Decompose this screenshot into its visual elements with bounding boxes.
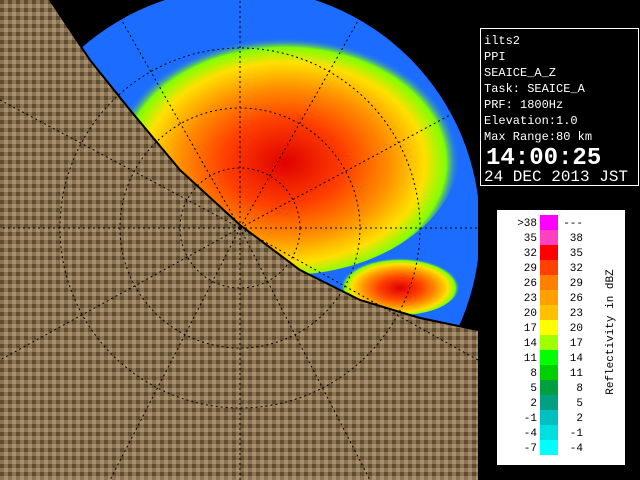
legend-high: 2 xyxy=(576,413,583,425)
product: SEAICE_A_Z xyxy=(484,66,556,80)
legend-low: 11 xyxy=(524,353,538,365)
legend-low: 20 xyxy=(524,308,537,320)
legend-high: 35 xyxy=(570,248,583,260)
legend-high: 23 xyxy=(570,308,583,320)
legend-title: Reflectivity in dBZ xyxy=(605,269,617,395)
legend-high: -4 xyxy=(570,443,584,455)
task: Task: SEAICE_A xyxy=(484,82,586,96)
info-panel xyxy=(480,28,639,186)
legend-high: 38 xyxy=(570,233,583,245)
legend-high: 26 xyxy=(570,293,583,305)
legend-high: 5 xyxy=(576,398,583,410)
range-rings xyxy=(0,0,478,480)
legend-swatch xyxy=(540,275,558,290)
legend-low: 2 xyxy=(530,398,537,410)
legend-high: 11 xyxy=(570,368,584,380)
legend-low: -7 xyxy=(524,443,537,455)
legend-swatch xyxy=(540,305,558,320)
legend-low: >38 xyxy=(517,218,537,230)
land xyxy=(0,0,478,480)
date: 24 DEC 2013 JST xyxy=(484,168,628,186)
echo-area xyxy=(340,255,460,315)
legend-swatch xyxy=(540,425,558,440)
legend-low: 35 xyxy=(524,233,537,245)
legend-swatch xyxy=(540,365,558,380)
legend-high: 8 xyxy=(576,383,583,395)
legend-low: 23 xyxy=(524,293,537,305)
legend-low: 29 xyxy=(524,263,537,275)
legend-swatch xyxy=(540,380,558,395)
legend-high: -1 xyxy=(570,428,584,440)
legend-high: 29 xyxy=(570,278,583,290)
legend-high: 17 xyxy=(570,338,583,350)
legend-low: 26 xyxy=(524,278,537,290)
legend-low: -4 xyxy=(524,428,538,440)
legend-swatch xyxy=(540,215,558,230)
legend-swatch xyxy=(540,260,558,275)
site: ilts2 xyxy=(484,34,520,48)
legend-low: 17 xyxy=(524,323,537,335)
legend-swatch xyxy=(540,320,558,335)
mode: PPI xyxy=(484,50,506,64)
legend-high: 32 xyxy=(570,263,583,275)
legend-low: 8 xyxy=(530,368,537,380)
legend-swatch xyxy=(540,230,558,245)
elevation: Elevation:1.0 xyxy=(484,114,578,128)
legend-swatch xyxy=(540,290,558,305)
prf: PRF: 1800Hz xyxy=(484,98,563,112)
legend-high: 14 xyxy=(570,353,584,365)
max-range: Max Range:80 km xyxy=(484,130,592,144)
legend-swatch xyxy=(540,245,558,260)
legend-high: 20 xyxy=(570,323,583,335)
legend-swatch xyxy=(540,335,558,350)
legend-high: --- xyxy=(563,218,583,230)
legend-low: 14 xyxy=(524,338,538,350)
legend-low: -1 xyxy=(524,413,538,425)
legend-swatch xyxy=(540,395,558,410)
legend-low: 5 xyxy=(530,383,537,395)
radar-map xyxy=(0,0,478,480)
time: 14:00:25 xyxy=(486,145,601,172)
legend-swatch xyxy=(540,350,558,365)
legend-swatch xyxy=(540,440,558,455)
legend-low: 32 xyxy=(524,248,537,260)
legend-panel xyxy=(497,210,625,465)
legend-swatch xyxy=(540,410,558,425)
